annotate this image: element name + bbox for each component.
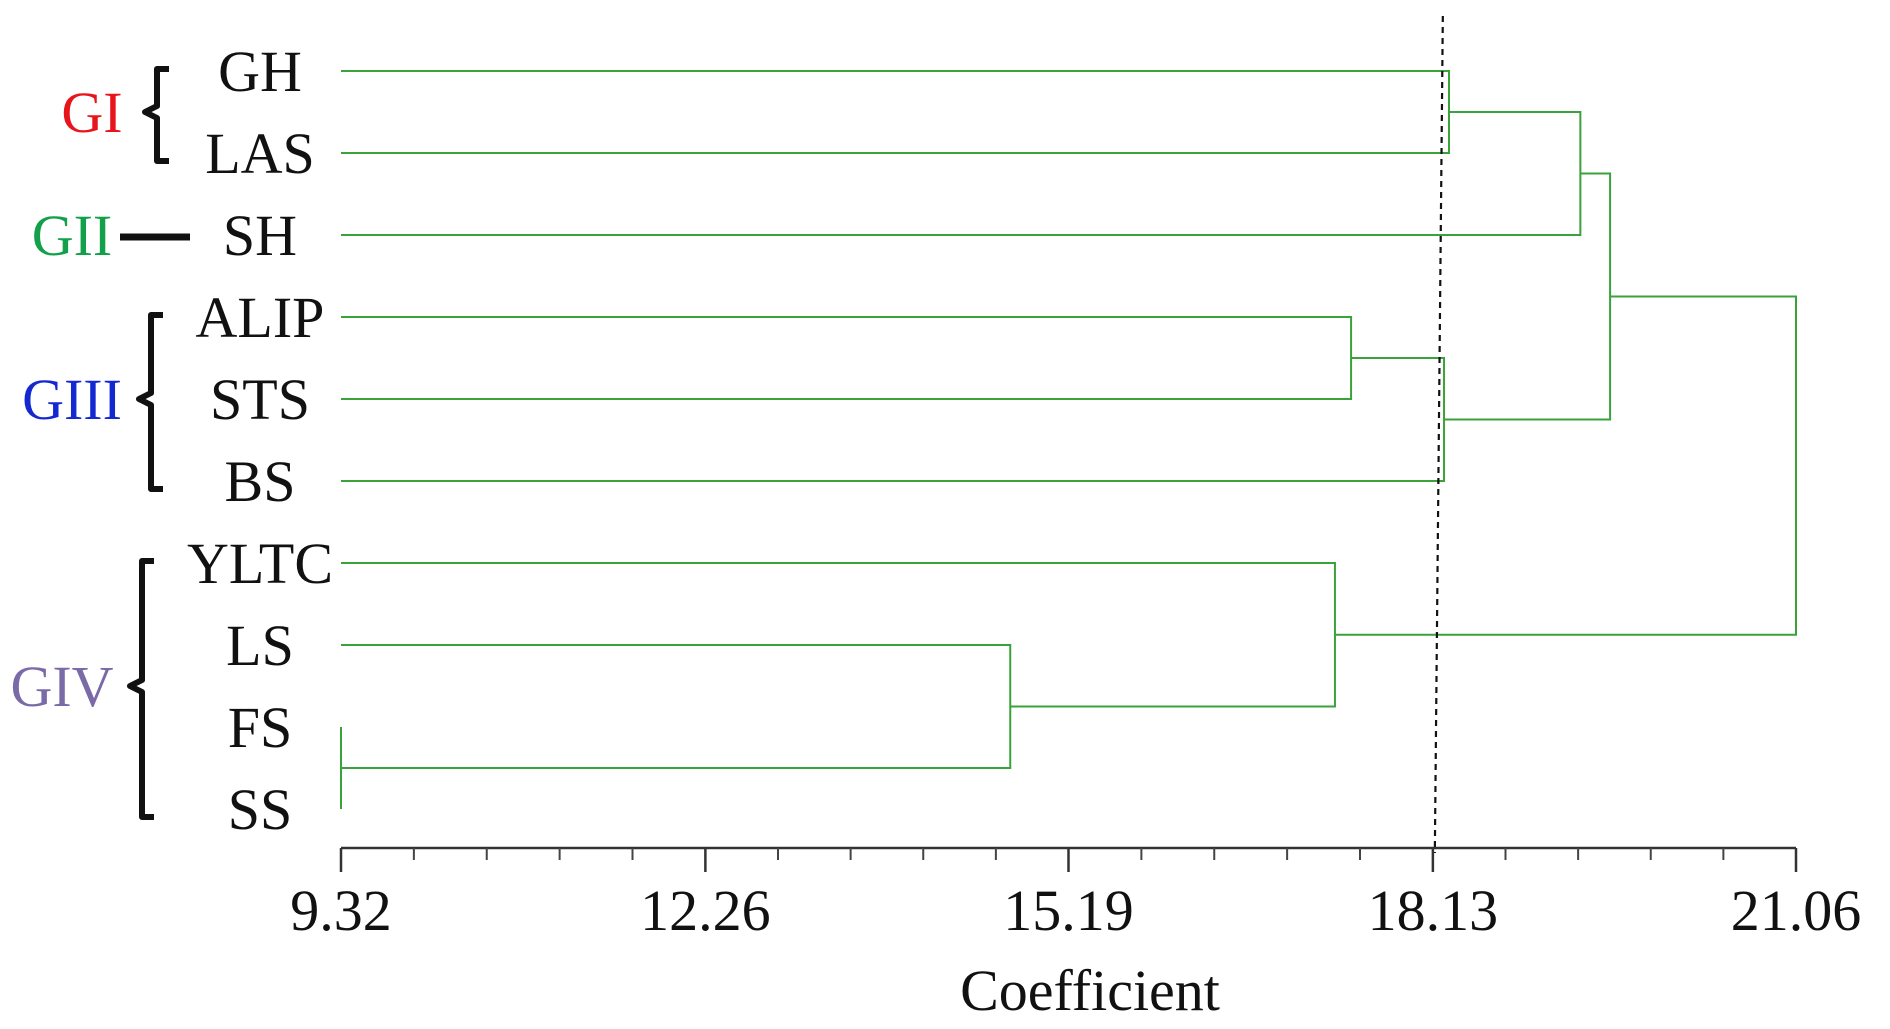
cut-line-layer — [1433, 15, 1444, 854]
x-tick-label: 15.19 — [1003, 878, 1134, 943]
group-label-gi: GI — [61, 80, 122, 145]
x-tick-label: 21.06 — [1731, 878, 1862, 943]
branch-m9 — [1334, 295, 1797, 636]
group-brackets: GI GII GIII GIV — [10, 66, 190, 820]
branch-m3 — [341, 562, 1336, 708]
branch-m6 — [341, 70, 1450, 154]
leaf-label-yltc: YLTC — [187, 531, 333, 596]
group-label-gii: GII — [32, 203, 113, 268]
x-tick-label: 18.13 — [1368, 878, 1499, 943]
leaf-label-sh: SH — [223, 203, 297, 268]
x-tick-label: 9.32 — [290, 878, 392, 943]
group-bracket-giv — [127, 558, 154, 820]
leaf-label-alip: ALIP — [196, 285, 325, 350]
leaf-label-las: LAS — [205, 121, 315, 186]
leaf-labels: GH LAS SH ALIP STS BS YLTC LS FS SS — [187, 39, 333, 842]
leaf-label-bs: BS — [225, 449, 296, 514]
leaf-label-ls: LS — [226, 613, 294, 678]
x-axis: 9.32 12.26 15.19 18.13 21.06 — [290, 846, 1862, 943]
leaf-label-gh: GH — [218, 39, 302, 104]
leaf-label-ss: SS — [228, 777, 293, 842]
branch-m2 — [341, 644, 1012, 769]
x-tick-label: 12.26 — [640, 878, 771, 943]
dendrogram-branches — [340, 70, 1797, 809]
group-bracket-giii — [136, 312, 163, 492]
x-axis-label: Coefficient — [960, 958, 1220, 1023]
group-label-giii: GIII — [22, 367, 122, 432]
branch-m5 — [341, 357, 1446, 482]
leaf-label-fs: FS — [228, 695, 293, 760]
branch-m8 — [1444, 172, 1612, 421]
cut-line — [1433, 15, 1444, 854]
leaf-label-sts: STS — [210, 367, 310, 432]
branch-m7 — [341, 111, 1582, 236]
group-label-giv: GIV — [10, 654, 113, 719]
group-bracket-gi — [142, 66, 169, 164]
branch-m4 — [341, 316, 1353, 400]
